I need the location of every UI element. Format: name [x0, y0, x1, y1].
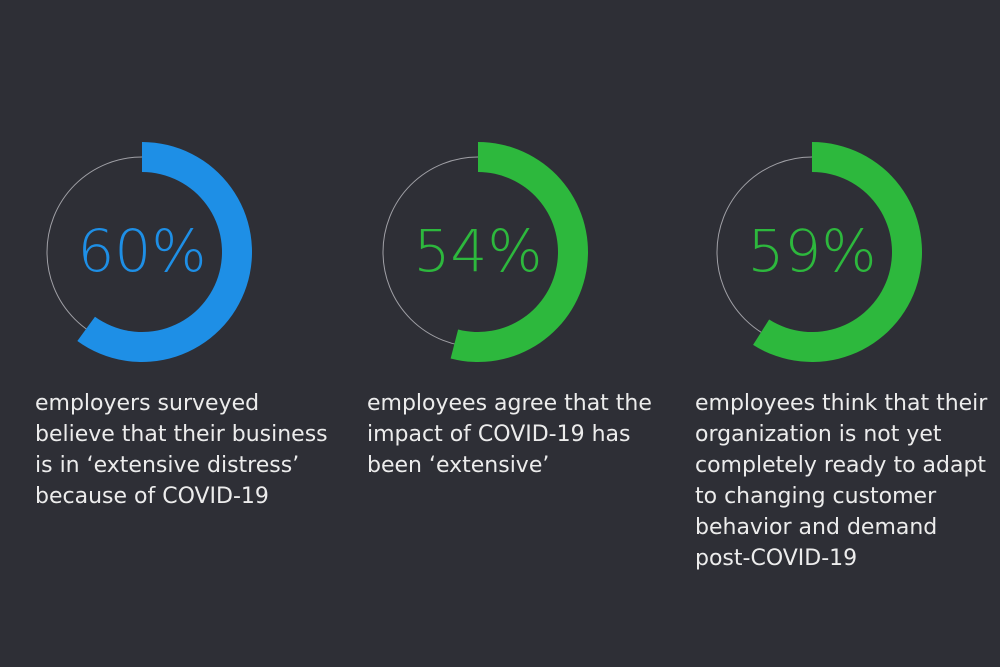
donut-arc: [77, 142, 253, 363]
value-label: 54%: [414, 217, 543, 285]
caption: employees think that their organization …: [695, 391, 988, 571]
donut-arc: [450, 142, 588, 363]
caption: employees agree that the impact of COVID…: [367, 391, 652, 478]
donut-arc: [753, 142, 922, 363]
value-label: 59%: [748, 217, 877, 285]
value-label: 60%: [78, 217, 207, 285]
caption: employers surveyed believe that their bu…: [35, 391, 328, 509]
